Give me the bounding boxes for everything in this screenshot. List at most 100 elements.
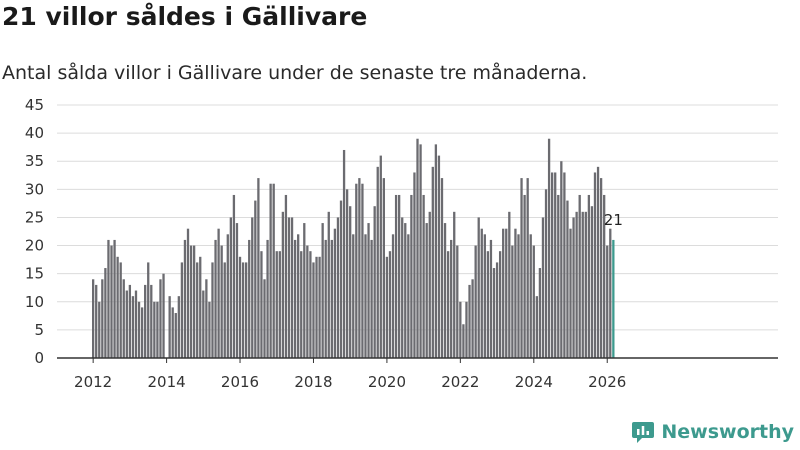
bar xyxy=(456,245,459,358)
chart-title: 21 villor såldes i Gällivare xyxy=(2,2,368,31)
y-tick-label: 25 xyxy=(25,208,44,226)
bar xyxy=(489,239,493,358)
bar xyxy=(450,239,453,358)
newsworthy-logo-icon xyxy=(632,422,655,443)
bars xyxy=(92,138,615,358)
annotations: 21 xyxy=(604,211,623,229)
bar xyxy=(593,172,597,358)
bar xyxy=(434,144,438,358)
bar xyxy=(300,251,303,358)
bar xyxy=(269,183,272,358)
bar xyxy=(297,234,300,358)
y-tick-label: 20 xyxy=(25,237,44,255)
bar xyxy=(263,279,266,358)
x-tick-label: 2024 xyxy=(515,373,553,391)
bar xyxy=(587,194,591,358)
x-tick-label: 2022 xyxy=(441,373,479,391)
bar xyxy=(382,178,385,358)
y-tick-label: 5 xyxy=(34,321,44,339)
latest-value-label: 21 xyxy=(604,211,623,229)
bar xyxy=(505,228,508,358)
bar xyxy=(606,245,609,358)
bar xyxy=(492,268,496,358)
bar xyxy=(459,301,462,358)
bar xyxy=(446,251,450,358)
bar xyxy=(538,268,542,358)
newsworthy-logo: Newsworthy xyxy=(631,420,794,444)
y-axis: 0 5 10 15 20 25 30 35 40 45 xyxy=(25,96,44,367)
y-tick-label: 10 xyxy=(25,293,44,311)
bar xyxy=(480,228,483,358)
bar xyxy=(92,279,95,358)
bar xyxy=(599,178,603,358)
bar xyxy=(140,307,144,358)
bar xyxy=(125,290,128,358)
bar xyxy=(514,228,517,358)
bar xyxy=(541,217,545,358)
bar xyxy=(251,217,254,358)
bar xyxy=(563,172,566,358)
bar xyxy=(174,313,177,358)
bar xyxy=(376,166,379,358)
y-tick-label: 30 xyxy=(25,180,44,198)
bar xyxy=(113,239,116,358)
bar xyxy=(333,228,337,358)
bar xyxy=(122,279,125,358)
bar xyxy=(199,256,202,358)
bar xyxy=(358,178,361,358)
bar xyxy=(364,234,367,358)
bar xyxy=(596,166,600,358)
bar xyxy=(388,251,392,358)
bar xyxy=(229,217,232,358)
bar xyxy=(529,234,532,358)
bar xyxy=(116,256,119,358)
x-tick-label: 2018 xyxy=(294,373,332,391)
bar xyxy=(324,239,327,358)
bar xyxy=(401,217,404,358)
bar xyxy=(303,223,306,358)
bar xyxy=(336,217,340,358)
bar xyxy=(153,301,156,358)
bar xyxy=(590,206,594,358)
bar xyxy=(183,239,187,358)
bar xyxy=(186,228,190,358)
bar xyxy=(339,200,343,358)
bar xyxy=(361,183,364,358)
bar xyxy=(404,223,407,358)
x-tick-label: 2012 xyxy=(74,373,112,391)
bar xyxy=(419,144,422,358)
bar xyxy=(349,206,352,358)
bar xyxy=(189,245,193,358)
bar xyxy=(547,138,551,358)
bar xyxy=(367,223,370,358)
bar xyxy=(180,262,184,358)
bar xyxy=(217,228,220,358)
bar xyxy=(254,200,257,358)
bar xyxy=(211,262,214,358)
bar xyxy=(241,262,245,358)
bar xyxy=(379,155,382,358)
bar xyxy=(581,211,584,358)
bar xyxy=(462,324,465,358)
bar xyxy=(260,251,263,358)
bar xyxy=(498,251,502,358)
bar xyxy=(453,211,456,358)
bar xyxy=(474,245,477,358)
bar xyxy=(137,301,141,358)
bar xyxy=(486,251,490,358)
bar xyxy=(318,256,321,358)
x-tick-label: 2016 xyxy=(221,373,259,391)
y-tick-label: 45 xyxy=(25,96,44,114)
bar xyxy=(575,211,578,358)
bar xyxy=(278,251,281,358)
bar xyxy=(272,183,275,358)
bar xyxy=(578,194,581,358)
bar xyxy=(238,256,242,358)
bar-latest xyxy=(612,239,615,358)
bar xyxy=(569,228,572,358)
bar xyxy=(407,234,410,358)
bar xyxy=(523,194,526,358)
bar xyxy=(162,273,165,358)
bar xyxy=(560,161,563,358)
